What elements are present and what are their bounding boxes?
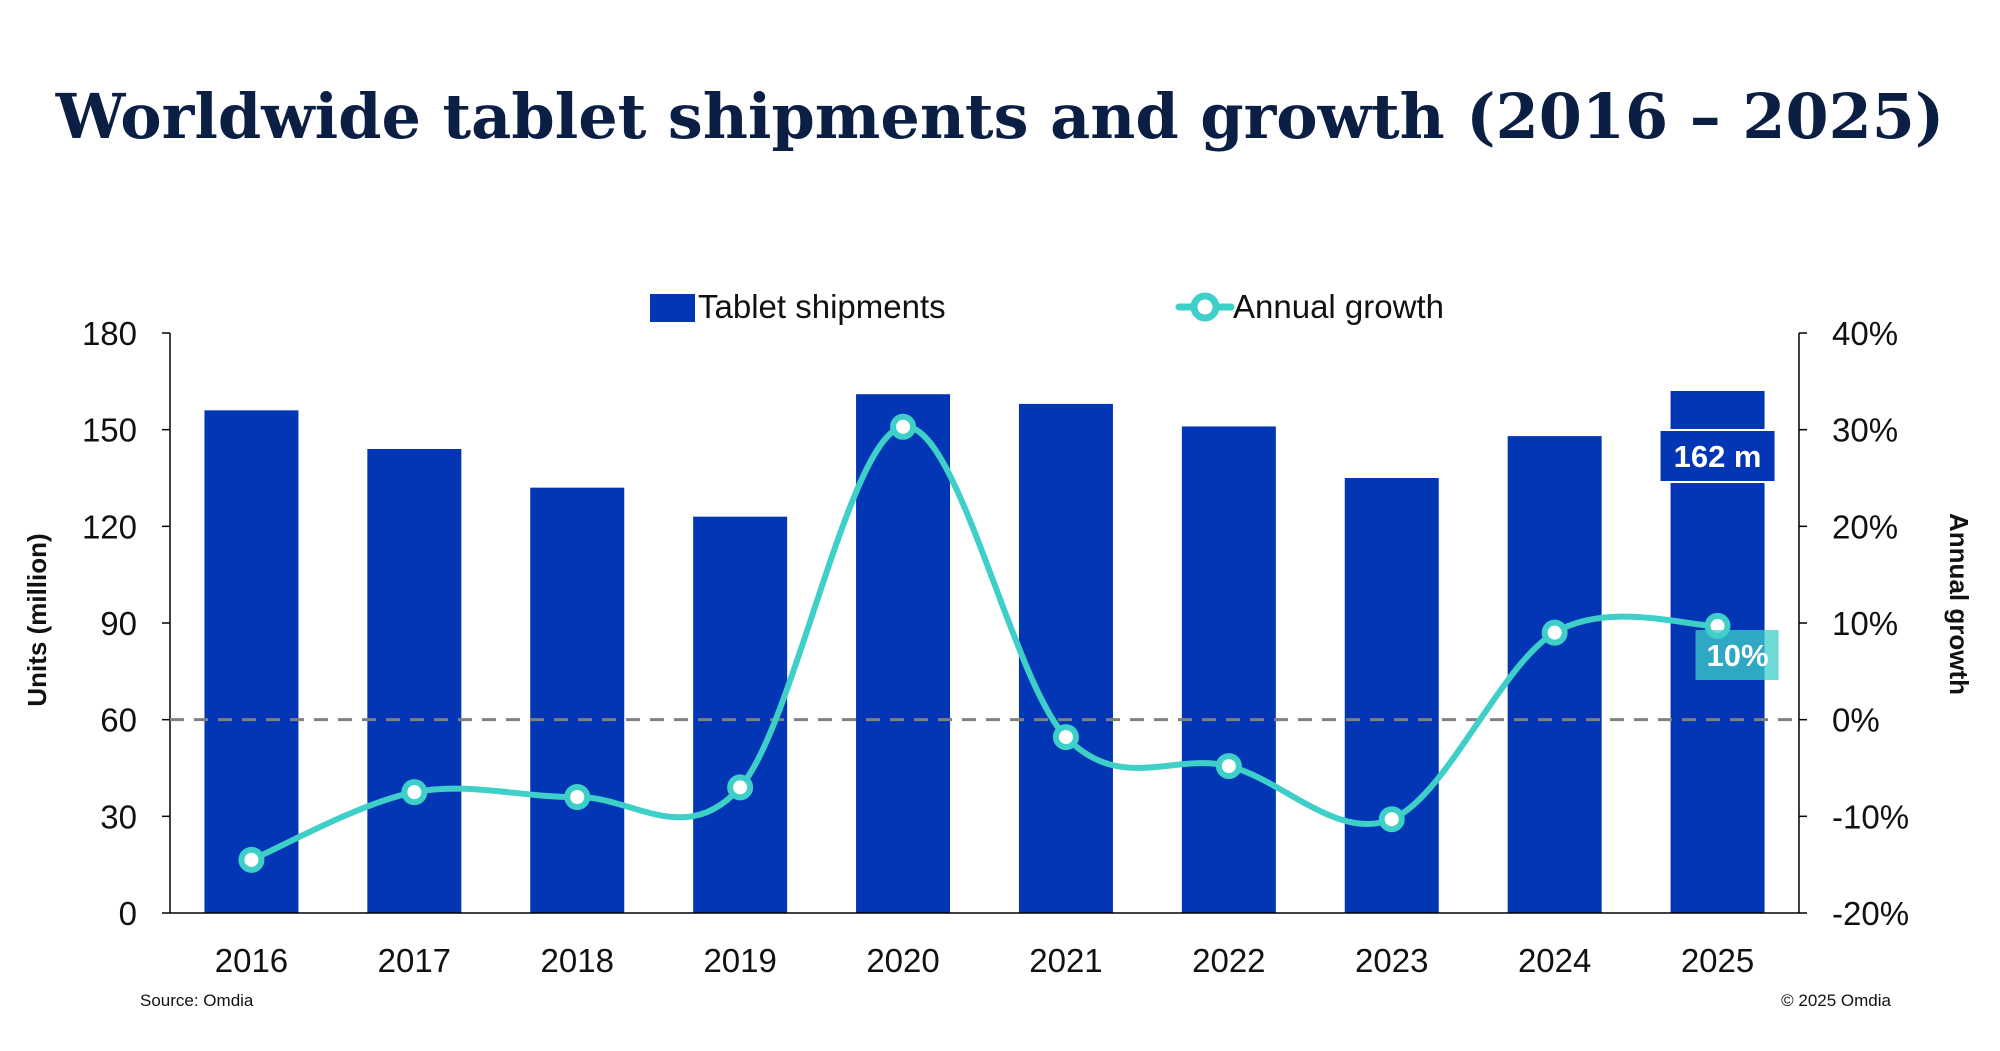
legend-swatch-bars <box>650 294 695 322</box>
x-tick-label: 2016 <box>215 942 288 979</box>
callout-box-shipments <box>1658 429 1777 483</box>
copyright-note: © 2025 Omdia <box>1781 991 1891 1010</box>
legend-label-bars: Tablet shipments <box>698 288 946 325</box>
y-tick-label: 60 <box>100 702 137 739</box>
bar-2020 <box>856 394 951 913</box>
y2-tick-label: -20% <box>1832 895 1909 932</box>
callout-growth-2025: 10% <box>1707 638 1769 673</box>
growth-point-2021 <box>1052 724 1079 751</box>
y-tick-label: 150 <box>82 412 137 449</box>
growth-point-2023 <box>1378 806 1405 833</box>
chart-title: Worldwide tablet shipments and growth (2… <box>55 80 1945 153</box>
y-axis-title: Units (million) <box>22 533 52 706</box>
x-tick-label: 2025 <box>1681 942 1754 979</box>
y2-tick-label: 40% <box>1832 315 1898 352</box>
y-tick-label: 90 <box>100 605 137 642</box>
y-tick-label: 180 <box>82 315 137 352</box>
y2-tick-label: -10% <box>1832 798 1909 835</box>
bar-2021 <box>1018 403 1113 913</box>
y-tick-label: 120 <box>82 508 137 545</box>
legend-label-line: Annual growth <box>1233 288 1444 325</box>
growth-point-2024 <box>1541 619 1568 646</box>
y-tick-label: 30 <box>100 798 137 835</box>
x-tick-label: 2024 <box>1518 942 1591 979</box>
y2-axis-title: Annual growth <box>1944 513 1974 695</box>
growth-point-2017 <box>401 779 428 806</box>
bar-2016 <box>204 410 299 913</box>
bar-2017 <box>367 449 462 913</box>
y2-tick-label: 10% <box>1832 605 1898 642</box>
x-tick-label: 2017 <box>378 942 451 979</box>
bar-2022 <box>1181 426 1276 913</box>
bar-2024 <box>1507 436 1602 913</box>
x-tick-label: 2022 <box>1192 942 1265 979</box>
x-tick-label: 2020 <box>866 942 939 979</box>
callout-box-growth <box>1695 630 1779 680</box>
plot-area: 2016 2017 2018 2019 2020 2021 2022 2023 2024 2025… <box>82 315 1909 979</box>
bar-2023 <box>1344 478 1439 913</box>
x-tick-label: 2018 <box>541 942 614 979</box>
y2-tick-label: 30% <box>1832 412 1898 449</box>
legend-swatch-marker <box>1190 292 1220 322</box>
growth-point-2018 <box>564 784 591 810</box>
y2-tick-label: 0% <box>1832 702 1880 739</box>
bar-2019 <box>693 516 788 913</box>
callout-shipments-2025: 162 m <box>1674 439 1762 474</box>
x-tick-label: 2019 <box>703 942 776 979</box>
bar-2018 <box>530 487 625 913</box>
growth-point-2020 <box>890 413 917 440</box>
y-tick-label: 0 <box>119 895 137 932</box>
y2-tick-label: 20% <box>1832 508 1898 545</box>
growth-line <box>250 423 1718 863</box>
source-note: Source: Omdia <box>140 991 254 1010</box>
x-tick-label: 2023 <box>1355 942 1428 979</box>
growth-point-2019 <box>727 774 754 801</box>
x-tick-label: 2021 <box>1029 942 1102 979</box>
growth-point-2022 <box>1215 753 1242 780</box>
legend: Tablet shipments Annual growth <box>650 288 1444 325</box>
growth-point-2016 <box>238 846 265 873</box>
